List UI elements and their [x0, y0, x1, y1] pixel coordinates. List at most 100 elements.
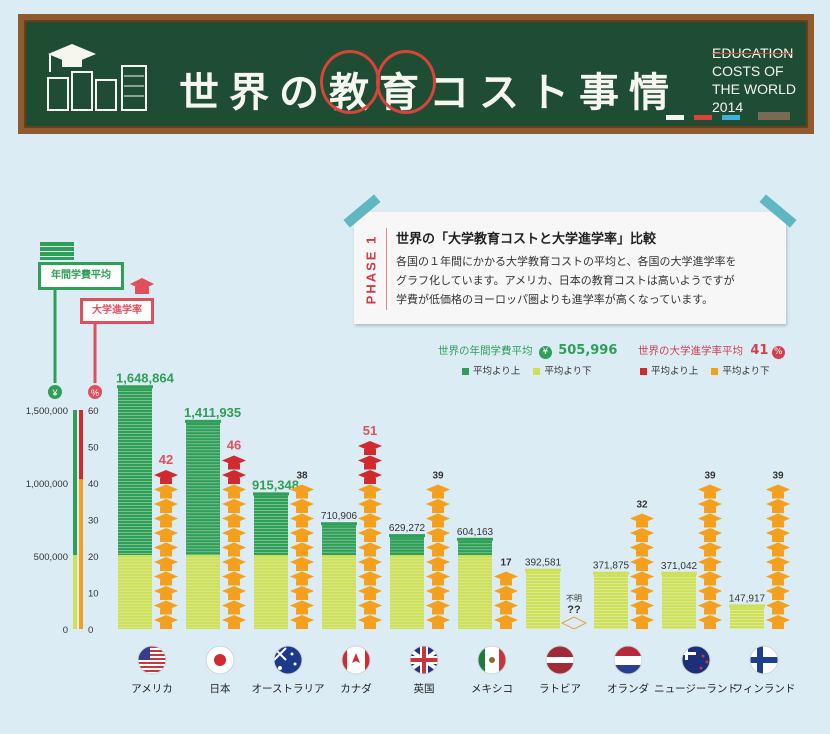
rate-cap [358, 542, 382, 553]
rate-cap [494, 615, 518, 625]
rate-data-label: 46 [227, 438, 241, 453]
cost-key: 年間学費平均 [38, 262, 124, 290]
bar-cost-top [593, 571, 629, 575]
percent-icon-label: % [91, 388, 99, 398]
rate-cap-base [772, 550, 784, 557]
flag-outline [205, 645, 235, 675]
flag-outline [341, 645, 371, 675]
title-circle-mark [376, 50, 436, 114]
flag-cross [757, 646, 763, 674]
rate-cap [766, 571, 790, 582]
rate-cap-base [636, 565, 648, 571]
cost-legend: 平均より上 平均より下 [462, 363, 592, 377]
rate-cap-base [772, 521, 784, 528]
legend-label: 平均より上 [473, 366, 521, 377]
country-label: ニュージーランド [654, 683, 738, 695]
rate-cap-base [636, 579, 648, 586]
rate-cap [358, 499, 382, 509]
rate-cap [222, 600, 246, 611]
rate-cap [222, 557, 246, 567]
country-label: フィンランド [733, 683, 796, 695]
y-tick-label-cost: 500,000 [34, 552, 68, 563]
bar-cost [526, 571, 560, 629]
rate-cap-base [364, 521, 376, 528]
rate-cap-base [432, 521, 444, 528]
rate-cap-base [364, 478, 376, 484]
bar-cost [254, 555, 288, 629]
y-tick-label-rate: 50 [88, 443, 99, 454]
rate-data-label: 39 [704, 471, 716, 482]
rate-cap-base [160, 565, 172, 571]
rate-cap-base [772, 565, 784, 571]
rate-cap-base [432, 608, 444, 615]
flag-leaf [352, 653, 360, 663]
rate-cap [426, 499, 450, 509]
rate-cap [290, 484, 314, 495]
rate-cap-base [704, 594, 716, 600]
rate-cap-base [364, 623, 376, 629]
rate-cap-base [228, 478, 240, 484]
yen-icon: ¥ [538, 346, 552, 359]
legend-swatch-rate-above [640, 368, 647, 375]
english-title-line: COSTS OF [712, 63, 784, 79]
rate-cap-base [432, 565, 444, 571]
rate-cap [290, 586, 314, 596]
cap-unknown [560, 616, 588, 630]
y-tick-label-cost: 1,500,000 [26, 406, 68, 417]
rate-cap [358, 484, 382, 495]
rate-cap-base [296, 521, 308, 528]
rate-cap [766, 528, 790, 538]
rate-cap [766, 586, 790, 596]
rate-cap [426, 528, 450, 538]
flag-icon [342, 646, 370, 674]
rate-cap [222, 484, 246, 495]
rate-cap-base [704, 550, 716, 557]
flag-outline [545, 645, 575, 675]
rate-cap-base [500, 594, 512, 600]
bar-cost [118, 555, 152, 629]
flag-outline [409, 645, 439, 675]
rate-cap [426, 571, 450, 582]
flag-star [290, 652, 294, 656]
rate-cap-base [364, 594, 376, 600]
eraser [758, 112, 790, 120]
cost-data-label: 604,163 [457, 527, 494, 538]
rate-data-label: 51 [363, 423, 377, 438]
rate-cap-base [228, 550, 240, 557]
rate-cap [358, 513, 382, 524]
flag-cross-red [422, 646, 426, 674]
rate-cap [698, 484, 722, 495]
flag-band [614, 656, 642, 665]
cost-data-label: 1,411,935 [184, 405, 241, 420]
bar-cost-top [185, 419, 221, 423]
rate-cap [358, 441, 382, 451]
flag-star [699, 666, 703, 670]
phase-divider [386, 228, 387, 310]
rate-cap-base [636, 550, 648, 557]
flag-band [342, 646, 347, 674]
cost-average: 世界の年間学費平均 ¥ 505,996 [438, 343, 617, 359]
rate-cap-base [432, 536, 444, 542]
country-label: オーストラリア [252, 683, 325, 695]
rate-cap [154, 470, 178, 480]
rate-cap-base [772, 608, 784, 615]
flag-star [278, 666, 282, 670]
rate-cap [630, 586, 654, 596]
flag-cross [685, 646, 688, 660]
rate-cap-base [228, 536, 240, 542]
rate-cap-base [772, 536, 784, 542]
rate-cap [630, 557, 654, 567]
rate-cap-base [160, 550, 172, 557]
rate-cap-base [432, 507, 444, 513]
rate-cap-base [704, 492, 716, 499]
bar-cost [390, 555, 424, 629]
flag-icon [478, 646, 506, 674]
rate-cap [494, 600, 518, 611]
rate-cap-base [364, 492, 376, 499]
cost-data-label: 371,042 [661, 561, 698, 572]
rate-cap-base [296, 565, 308, 571]
bar-cost-top [729, 604, 765, 608]
y-tick-label-rate: 0 [88, 625, 93, 636]
flag-stripe [138, 658, 166, 660]
